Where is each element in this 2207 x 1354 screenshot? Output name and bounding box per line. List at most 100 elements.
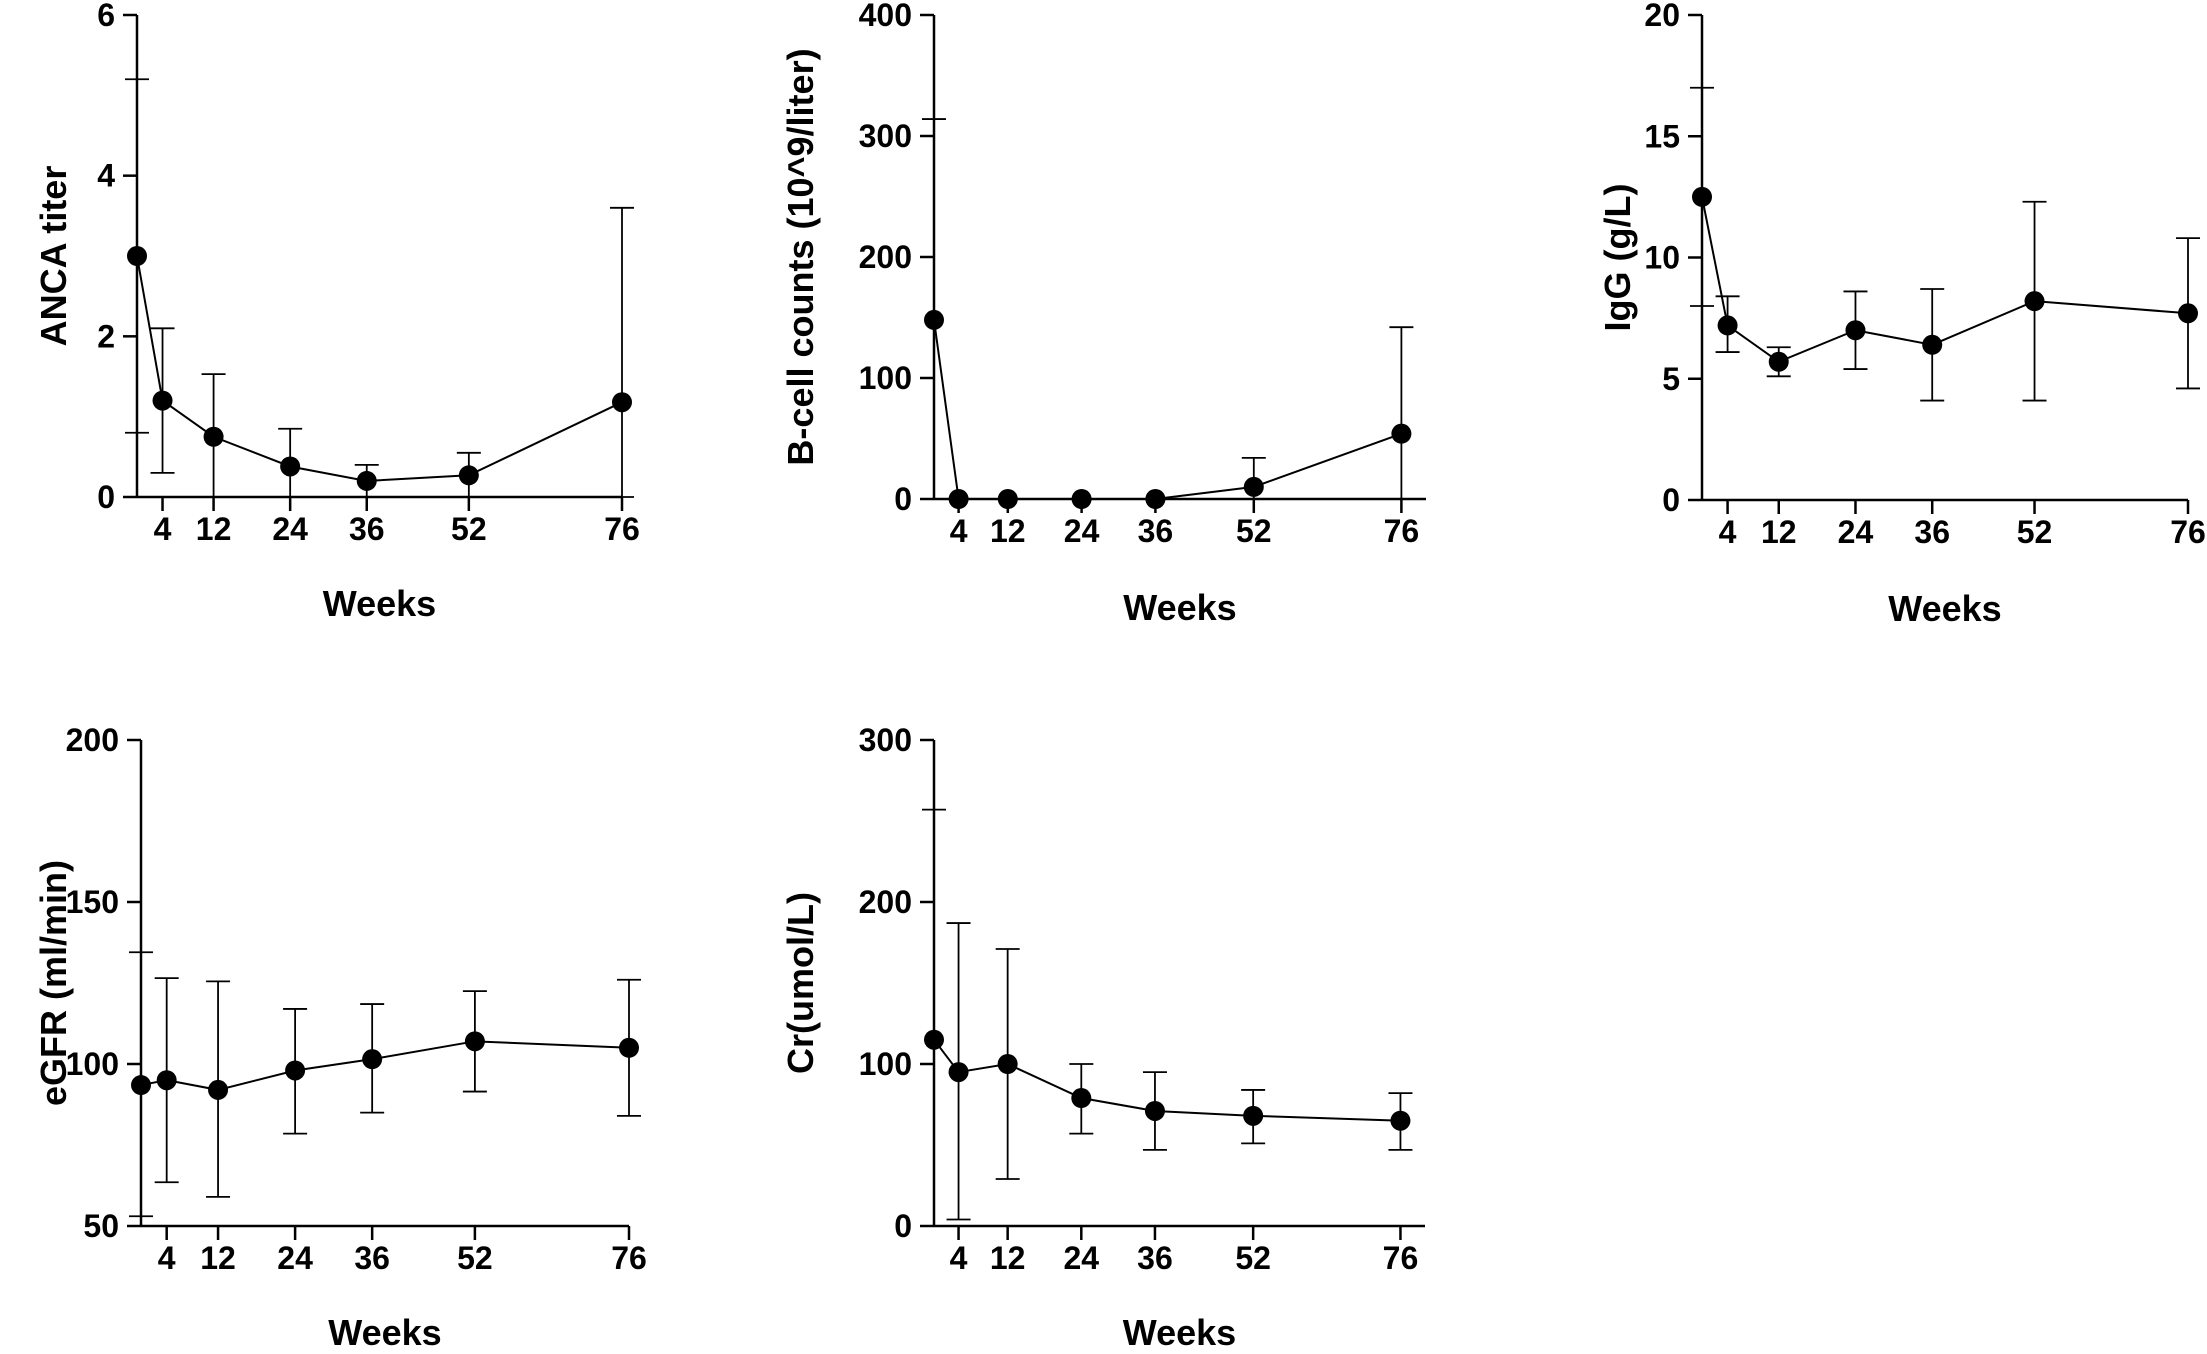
x-tick-label: 76 xyxy=(1383,1240,1419,1276)
data-point xyxy=(356,470,377,491)
data-point xyxy=(1243,1105,1264,1126)
plot-area: 50 100 150 200 4 12 24 36 52 76 Weeks eGFR (ml/min) xyxy=(33,722,647,1353)
data-point xyxy=(948,1062,969,1083)
data-point xyxy=(1845,320,1866,341)
data-point xyxy=(464,1031,485,1052)
data-point xyxy=(1071,489,1092,509)
x-axis-title: Weeks xyxy=(328,1312,441,1349)
x-tick-label: 4 xyxy=(158,1240,176,1276)
y-axis-title: B-cell counts (10^9/liter) xyxy=(780,48,821,465)
y-tick-label: 400 xyxy=(859,0,912,33)
y-tick-label: 0 xyxy=(97,479,115,515)
x-tick-label: 52 xyxy=(451,511,487,547)
data-point xyxy=(1717,315,1738,336)
y-tick-label: 100 xyxy=(66,1046,119,1082)
chart-creatinine: 0 100 200 300 4 12 24 36 52 76 Weeks Cr(umol/L) xyxy=(780,722,1425,1353)
plot-area: 0 100 200 300 4 12 24 36 52 76 Weeks Cr(umol/L) xyxy=(780,722,1425,1353)
data-point xyxy=(1390,1110,1411,1131)
x-tick-label: 36 xyxy=(1137,1240,1173,1276)
x-tick-label: 24 xyxy=(1838,514,1874,550)
data-point xyxy=(152,390,173,411)
data-point xyxy=(127,246,147,266)
chart-egfr: 50 100 150 200 4 12 24 36 52 76 Weeks eGFR (ml/min) xyxy=(33,722,647,1353)
x-tick-label: 24 xyxy=(277,1240,313,1276)
data-point xyxy=(619,1037,639,1058)
data-point xyxy=(2178,303,2198,324)
data-point xyxy=(1768,351,1789,372)
data-point xyxy=(131,1075,151,1096)
data-point xyxy=(997,489,1018,509)
x-tick-label: 12 xyxy=(200,1240,236,1276)
x-tick-label: 12 xyxy=(1761,514,1797,550)
chart-b-cell-counts: 0 100 200 300 400 4 12 24 36 52 76 Weeks B-cell coun… xyxy=(780,0,1426,628)
data-point xyxy=(924,309,944,330)
plot-area: 0 5 10 15 20 4 12 24 36 52 76 Weeks IgG (g/L) xyxy=(1597,0,2206,629)
y-tick-label: 4 xyxy=(97,158,115,194)
y-tick-label: 200 xyxy=(66,722,119,758)
panel-b-cell-counts: 0 100 200 300 400 4 12 24 36 52 76 Weeks B-cell coun… xyxy=(740,0,1480,665)
data-point xyxy=(948,489,969,509)
x-tick-label: 76 xyxy=(611,1240,647,1276)
data-point xyxy=(1071,1088,1092,1109)
data-point xyxy=(280,456,301,477)
data-point xyxy=(924,1029,944,1050)
x-tick-label: 4 xyxy=(950,513,968,549)
y-tick-label: 2 xyxy=(97,318,115,354)
y-tick-label: 200 xyxy=(859,884,912,920)
panel-igg: 0 5 10 15 20 4 12 24 36 52 76 Weeks IgG (g/L) xyxy=(1480,0,2207,665)
x-tick-label: 12 xyxy=(196,511,232,547)
y-tick-label: 200 xyxy=(859,239,912,275)
data-point xyxy=(1243,476,1264,497)
y-tick-label: 100 xyxy=(859,1046,912,1082)
panel-creatinine: 0 100 200 300 4 12 24 36 52 76 Weeks Cr(umol/L) xyxy=(740,700,1480,1354)
data-point xyxy=(208,1079,229,1100)
x-axis-title: Weeks xyxy=(1888,588,2001,629)
y-tick-label: 0 xyxy=(894,481,912,517)
x-tick-label: 36 xyxy=(1138,513,1174,549)
y-tick-label: 300 xyxy=(859,722,912,758)
data-point xyxy=(1922,334,1943,355)
data-point xyxy=(1692,186,1712,207)
series-line xyxy=(1701,196,2189,363)
y-tick-label: 100 xyxy=(859,360,912,396)
y-tick-label: 0 xyxy=(1662,482,1680,518)
x-tick-label: 76 xyxy=(604,511,640,547)
x-tick-label: 4 xyxy=(1719,514,1737,550)
series-line xyxy=(136,255,623,482)
data-point xyxy=(362,1049,383,1070)
y-axis-title: Cr(umol/L) xyxy=(780,892,821,1074)
y-tick-label: 300 xyxy=(859,118,912,154)
x-tick-label: 4 xyxy=(950,1240,968,1276)
x-tick-label: 52 xyxy=(1236,513,1272,549)
x-tick-label: 52 xyxy=(457,1240,493,1276)
x-tick-label: 52 xyxy=(1235,1240,1271,1276)
x-tick-label: 36 xyxy=(349,511,385,547)
series-line xyxy=(933,319,1402,500)
y-tick-label: 50 xyxy=(83,1208,119,1244)
x-tick-label: 36 xyxy=(354,1240,390,1276)
y-tick-label: 5 xyxy=(1662,361,1680,397)
x-tick-label: 12 xyxy=(990,513,1026,549)
data-point xyxy=(1144,1100,1165,1121)
x-tick-label: 76 xyxy=(2170,514,2206,550)
y-axis-title: ANCA titer xyxy=(33,166,74,347)
x-tick-label: 24 xyxy=(1064,1240,1100,1276)
y-tick-label: 0 xyxy=(894,1208,912,1244)
y-tick-label: 15 xyxy=(1644,118,1680,154)
x-tick-label: 24 xyxy=(272,511,308,547)
x-tick-label: 4 xyxy=(154,511,172,547)
x-axis-title: Weeks xyxy=(1123,1312,1236,1349)
plot-area: 0 100 200 300 400 4 12 24 36 52 76 Weeks B-cell coun… xyxy=(780,0,1426,628)
data-point xyxy=(612,392,632,413)
y-tick-label: 20 xyxy=(1644,0,1680,33)
x-tick-label: 76 xyxy=(1384,513,1420,549)
data-point xyxy=(2024,291,2045,312)
data-point xyxy=(1145,489,1166,509)
x-tick-label: 52 xyxy=(2017,514,2053,550)
y-tick-label: 6 xyxy=(97,0,115,33)
x-axis-title: Weeks xyxy=(323,583,436,624)
x-tick-label: 36 xyxy=(1914,514,1950,550)
x-axis-title: Weeks xyxy=(1123,587,1236,628)
panel-egfr: 50 100 150 200 4 12 24 36 52 76 Weeks eGFR (ml/min) xyxy=(0,700,740,1354)
